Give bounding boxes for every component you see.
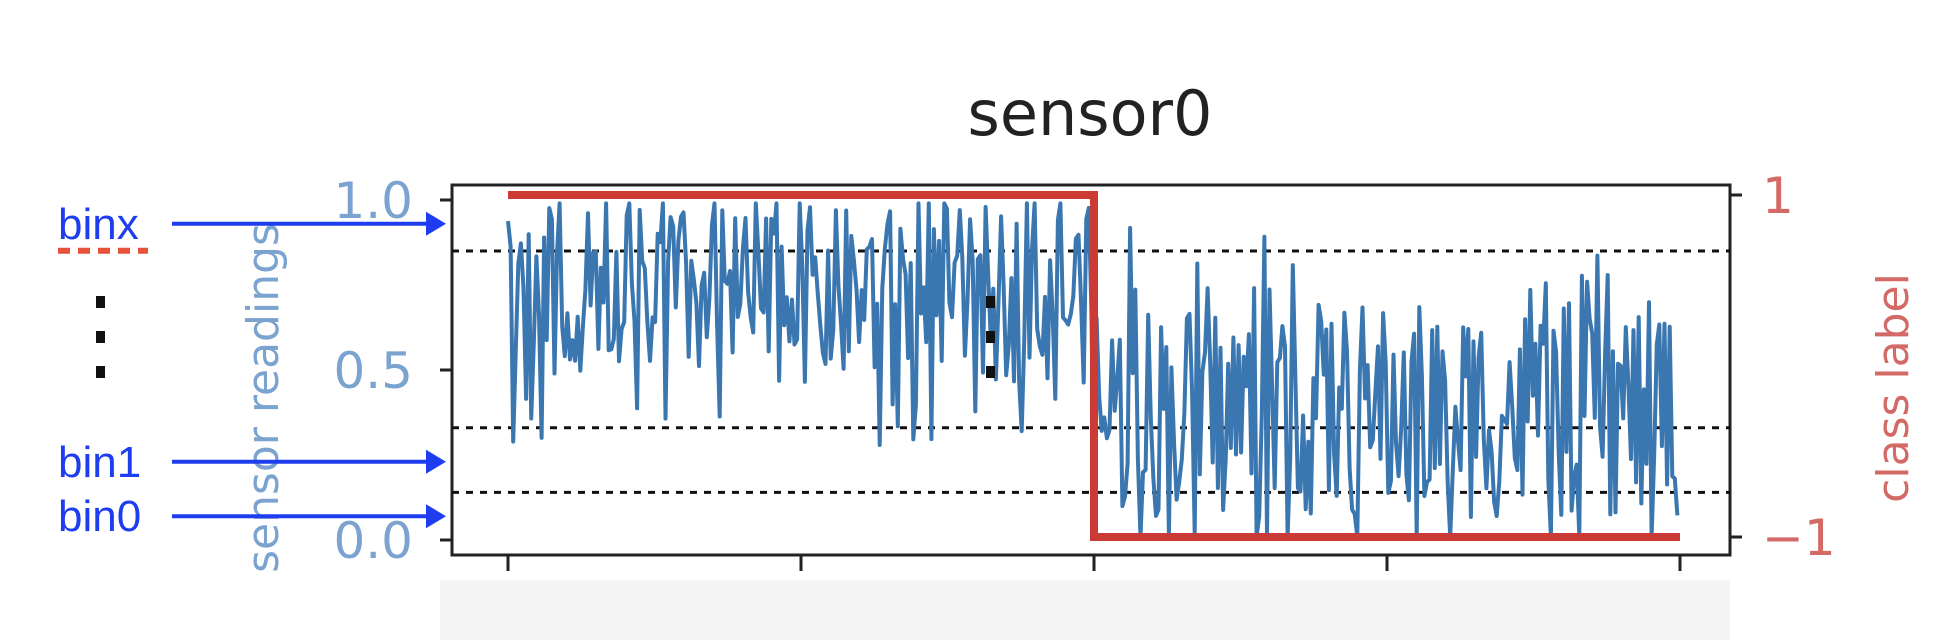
bin-arrow-head: [426, 504, 446, 529]
bin-annotations: binx bin1 bin0: [58, 200, 446, 541]
y-tick-label: 0.0: [333, 512, 413, 570]
left-ellipsis-dot: [96, 331, 105, 343]
bin-label: binx: [58, 200, 139, 249]
ellipsis-dot: [986, 366, 995, 378]
left-ellipsis-dot: [96, 296, 105, 308]
series-layer: [506, 191, 1680, 541]
chart-title: sensor0: [968, 77, 1213, 150]
class-label-step-line: [508, 191, 1680, 541]
y2-axis-label: class label: [1868, 273, 1919, 503]
x-axis: [506, 555, 1682, 571]
bin-arrow-head: [426, 449, 446, 474]
bin-label: bin0: [58, 492, 141, 541]
bin-arrow-head: [426, 211, 446, 236]
y-tick-label: 0.5: [333, 342, 413, 400]
left-ellipsis-dot: [96, 366, 105, 378]
y-axis-label: sensor readings: [238, 223, 289, 573]
y-tick-label: 1.0: [333, 172, 413, 230]
left-axis: 0.0 0.5 1.0: [333, 172, 452, 570]
bin-label: bin1: [58, 438, 141, 487]
ellipsis-dot: [986, 331, 995, 343]
bottom-shadow: [440, 580, 1730, 640]
y2-tick-label: 1: [1762, 167, 1794, 225]
right-axis: −1 1: [1730, 167, 1836, 567]
ellipsis-dots-middle: [986, 296, 995, 378]
ellipsis-dot: [986, 296, 995, 308]
y2-tick-label: −1: [1762, 509, 1836, 567]
